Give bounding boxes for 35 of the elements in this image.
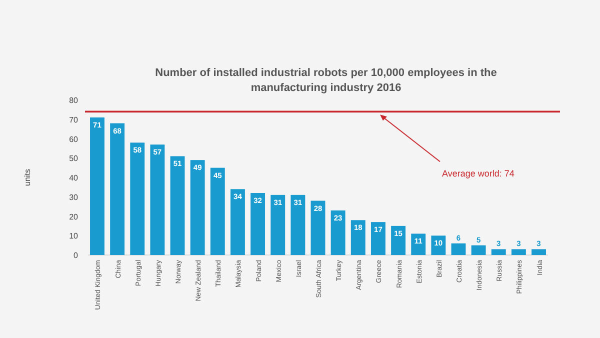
y-tick-label: 80 <box>69 96 79 105</box>
y-tick-label: 10 <box>69 232 79 241</box>
y-tick-label: 20 <box>69 212 79 222</box>
bar <box>90 117 104 255</box>
bar <box>471 245 486 255</box>
bar <box>451 243 466 255</box>
bar <box>532 249 546 255</box>
chart-title: Number of installed industrial robots per 10,000 employees in the manufacturing industry 2016 <box>155 67 497 94</box>
y-tick-label: 40 <box>69 174 79 182</box>
y-tick-label: 60 <box>69 134 79 144</box>
bar <box>330 210 346 255</box>
y-axis-title: units <box>23 169 32 186</box>
bar <box>270 194 286 255</box>
bar <box>130 142 145 255</box>
bar <box>491 249 506 255</box>
bar <box>370 222 386 255</box>
y-tick-label: 0 <box>74 251 79 260</box>
y-tick-label: 30 <box>69 192 79 202</box>
bar <box>290 194 306 255</box>
y-tick-label: 70 <box>69 115 79 124</box>
bar <box>411 234 426 255</box>
bar <box>511 249 526 255</box>
bar <box>350 220 366 255</box>
bar <box>431 236 446 255</box>
bar <box>170 156 185 255</box>
bar <box>230 189 245 255</box>
bar <box>150 144 165 255</box>
bar <box>110 123 125 255</box>
bar <box>391 226 406 255</box>
bar <box>210 168 225 255</box>
bar <box>250 193 266 255</box>
bar <box>190 160 205 255</box>
ref-line-label: Average world: 74 <box>442 168 514 179</box>
y-tick-label: 50 <box>69 154 79 164</box>
bar <box>310 200 326 255</box>
